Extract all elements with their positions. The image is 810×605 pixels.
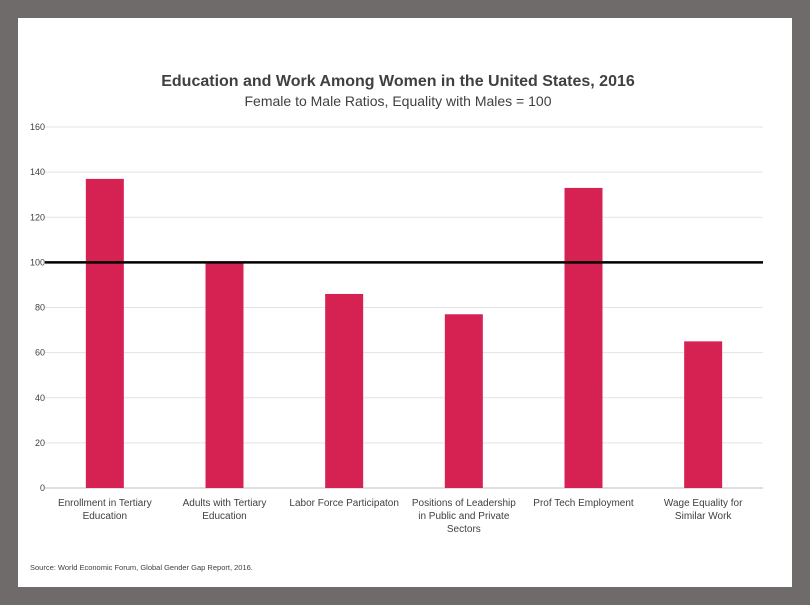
gridlines (45, 126, 763, 489)
x-tick-label: Wage Equality for Similar Work (664, 498, 743, 522)
y-tick-label: 120 (30, 212, 45, 222)
chart-svg: Education and Work Among Women in the Un… (30, 73, 763, 572)
bar (564, 187, 603, 488)
bar (85, 178, 124, 489)
source-note: Source: World Economic Forum, Global Gen… (30, 563, 253, 572)
chart-title: Education and Work Among Women in the Un… (161, 73, 635, 90)
chart-frame: Education and Work Among Women in the Un… (18, 18, 792, 587)
y-tick-label: 100 (30, 257, 45, 267)
y-tick-label: 80 (35, 303, 45, 313)
x-tick-label: Positions of Leadership in Public and Pri… (412, 498, 516, 535)
x-axis-ticks: Enrollment in Tertiary Education Adults wi… (58, 498, 743, 535)
y-tick-label: 20 (35, 438, 45, 448)
x-tick-label: Adults with Tertiary Education (183, 498, 267, 522)
y-tick-label: 160 (30, 122, 45, 132)
x-tick-label: Enrollment in Tertiary Education (58, 498, 152, 522)
y-tick-label: 40 (35, 393, 45, 403)
bar (325, 293, 364, 488)
y-tick-label: 0 (40, 483, 45, 493)
x-tick-label: Labor Force Participaton (289, 498, 399, 509)
y-tick-label: 60 (35, 348, 45, 358)
x-tick-label: Prof Tech Employment (533, 498, 634, 509)
y-tick-label: 140 (30, 167, 45, 177)
bar (444, 314, 483, 488)
bars (85, 178, 723, 489)
chart-subtitle: Female to Male Ratios, Equality with Mal… (245, 93, 552, 109)
y-axis-ticks: 0 20 40 60 80 100 120 140 160 (30, 122, 45, 493)
bar (684, 341, 723, 488)
bar (205, 262, 244, 488)
